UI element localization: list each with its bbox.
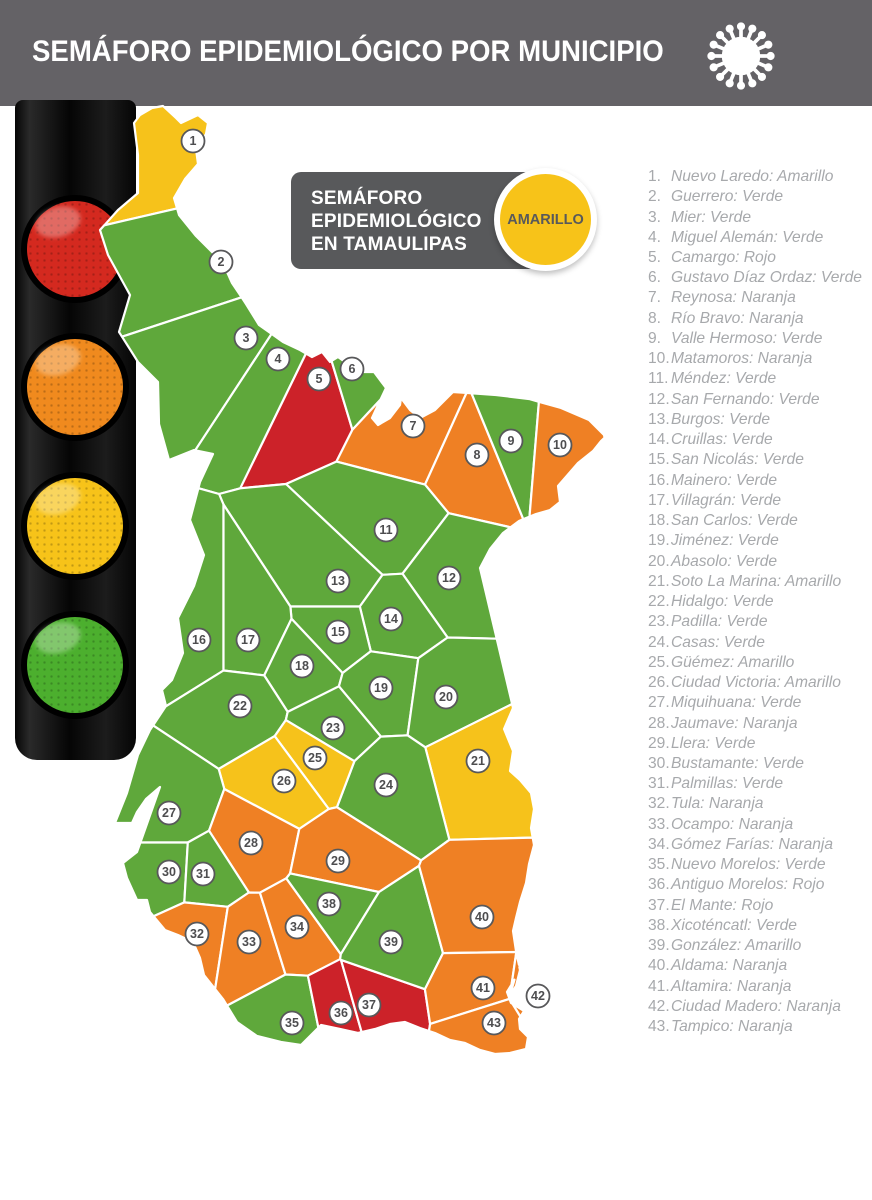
svg-text:22: 22 bbox=[233, 699, 247, 713]
svg-text:26: 26 bbox=[277, 774, 291, 788]
svg-text:34: 34 bbox=[290, 920, 304, 934]
svg-text:15: 15 bbox=[331, 625, 345, 639]
svg-text:37: 37 bbox=[362, 998, 376, 1012]
svg-text:5: 5 bbox=[316, 372, 323, 386]
svg-text:28: 28 bbox=[244, 836, 258, 850]
svg-text:9: 9 bbox=[508, 434, 515, 448]
svg-text:43: 43 bbox=[487, 1016, 501, 1030]
svg-text:3: 3 bbox=[243, 331, 250, 345]
svg-text:17: 17 bbox=[241, 633, 255, 647]
svg-text:11: 11 bbox=[379, 523, 392, 537]
svg-text:36: 36 bbox=[334, 1006, 348, 1020]
svg-text:31: 31 bbox=[196, 867, 210, 881]
svg-text:7: 7 bbox=[410, 419, 417, 433]
svg-text:38: 38 bbox=[322, 897, 336, 911]
svg-text:27: 27 bbox=[162, 806, 176, 820]
svg-text:13: 13 bbox=[331, 574, 345, 588]
svg-text:1: 1 bbox=[190, 134, 197, 148]
svg-text:19: 19 bbox=[374, 681, 388, 695]
svg-text:25: 25 bbox=[308, 751, 322, 765]
svg-text:16: 16 bbox=[192, 633, 206, 647]
svg-text:12: 12 bbox=[442, 571, 456, 585]
svg-text:30: 30 bbox=[162, 865, 176, 879]
svg-text:39: 39 bbox=[384, 935, 398, 949]
svg-text:35: 35 bbox=[285, 1016, 299, 1030]
svg-text:33: 33 bbox=[242, 935, 256, 949]
svg-text:29: 29 bbox=[331, 854, 345, 868]
svg-text:40: 40 bbox=[475, 910, 489, 924]
svg-text:24: 24 bbox=[379, 778, 393, 792]
svg-text:6: 6 bbox=[349, 362, 356, 376]
svg-text:2: 2 bbox=[218, 255, 225, 269]
svg-text:41: 41 bbox=[476, 981, 490, 995]
svg-text:32: 32 bbox=[190, 927, 204, 941]
svg-text:8: 8 bbox=[474, 448, 481, 462]
svg-text:21: 21 bbox=[471, 754, 485, 768]
svg-text:20: 20 bbox=[439, 690, 453, 704]
svg-text:42: 42 bbox=[531, 989, 545, 1003]
svg-text:10: 10 bbox=[553, 438, 567, 452]
svg-text:18: 18 bbox=[295, 659, 309, 673]
svg-text:14: 14 bbox=[384, 612, 398, 626]
svg-text:23: 23 bbox=[326, 721, 340, 735]
svg-text:4: 4 bbox=[275, 352, 282, 366]
